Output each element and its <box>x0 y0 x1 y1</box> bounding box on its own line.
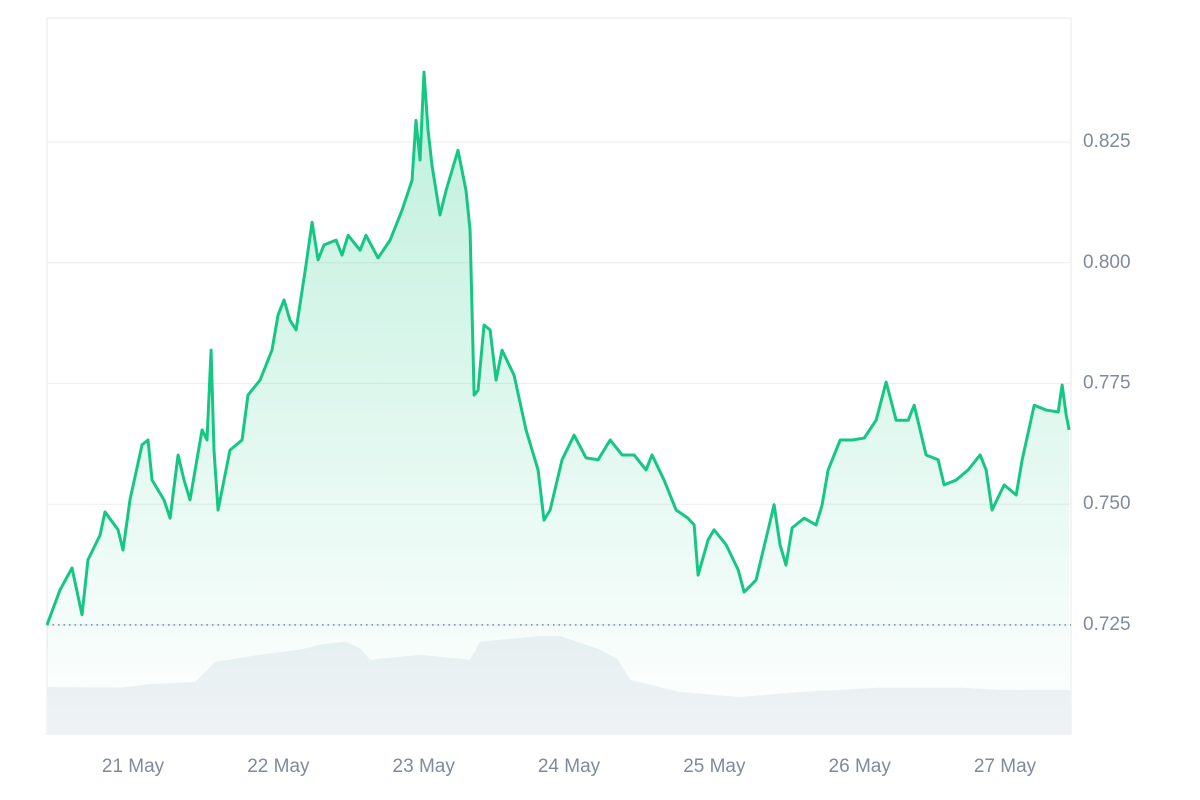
x-tick-label: 24 May <box>538 756 601 777</box>
y-tick-label: 0.725 <box>1083 614 1131 635</box>
x-tick-label: 23 May <box>393 756 456 777</box>
price-area <box>47 72 1070 735</box>
x-tick-label: 21 May <box>102 756 165 777</box>
y-tick-label: 0.825 <box>1083 131 1131 152</box>
y-tick-label: 0.800 <box>1083 252 1131 273</box>
y-tick-label: 0.750 <box>1083 493 1131 514</box>
x-tick-label: 27 May <box>974 756 1037 777</box>
y-tick-label: 0.775 <box>1083 373 1131 394</box>
x-tick-label: 26 May <box>829 756 892 777</box>
x-tick-label: 25 May <box>683 756 746 777</box>
price-line <box>45 70 1071 626</box>
x-tick-label: 22 May <box>247 756 310 777</box>
